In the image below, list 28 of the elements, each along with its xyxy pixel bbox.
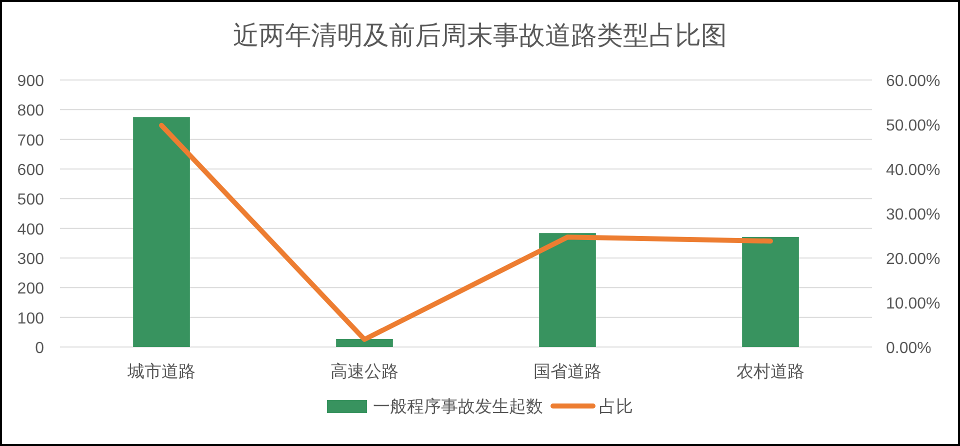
y2-tick-label: 20.00% xyxy=(886,251,940,268)
y-tick-label: 300 xyxy=(17,251,44,268)
y-tick-label: 700 xyxy=(17,132,44,150)
x-tick-label: 城市道路 xyxy=(126,362,196,381)
y2-tick-label: 50.00% xyxy=(886,118,940,134)
y-tick-label: 600 xyxy=(17,162,44,179)
y-tick-label: 400 xyxy=(17,221,44,238)
chart-title: 近两年清明及前后周末事故道路类型占比图 xyxy=(233,20,727,50)
bar xyxy=(742,236,799,347)
y2-tick-label: 10.00% xyxy=(886,296,940,312)
x-tick-label: 国省道路 xyxy=(534,362,602,381)
y2-tick-label: 40.00% xyxy=(886,162,940,179)
bar xyxy=(336,338,393,347)
y2-tick-label: 0.00% xyxy=(886,340,932,357)
y-tick-label: 200 xyxy=(17,280,44,298)
x-tick-label: 农村道路 xyxy=(736,362,804,381)
y2-tick-label: 30.00% xyxy=(886,206,940,224)
y-tick-label: 900 xyxy=(17,73,44,90)
y2-tick-label: 60.00% xyxy=(886,73,940,90)
legend-label: 一般程序事故发生起数 xyxy=(373,397,543,416)
y-tick-label: 500 xyxy=(17,192,44,209)
x-tick-label: 高速公路 xyxy=(330,362,398,381)
legend-label: 占比 xyxy=(599,397,633,416)
y-tick-label: 100 xyxy=(17,310,44,328)
bar xyxy=(539,233,596,347)
bar xyxy=(133,117,190,347)
y-tick-label: 0 xyxy=(35,340,44,357)
y-tick-label: 800 xyxy=(17,102,44,120)
